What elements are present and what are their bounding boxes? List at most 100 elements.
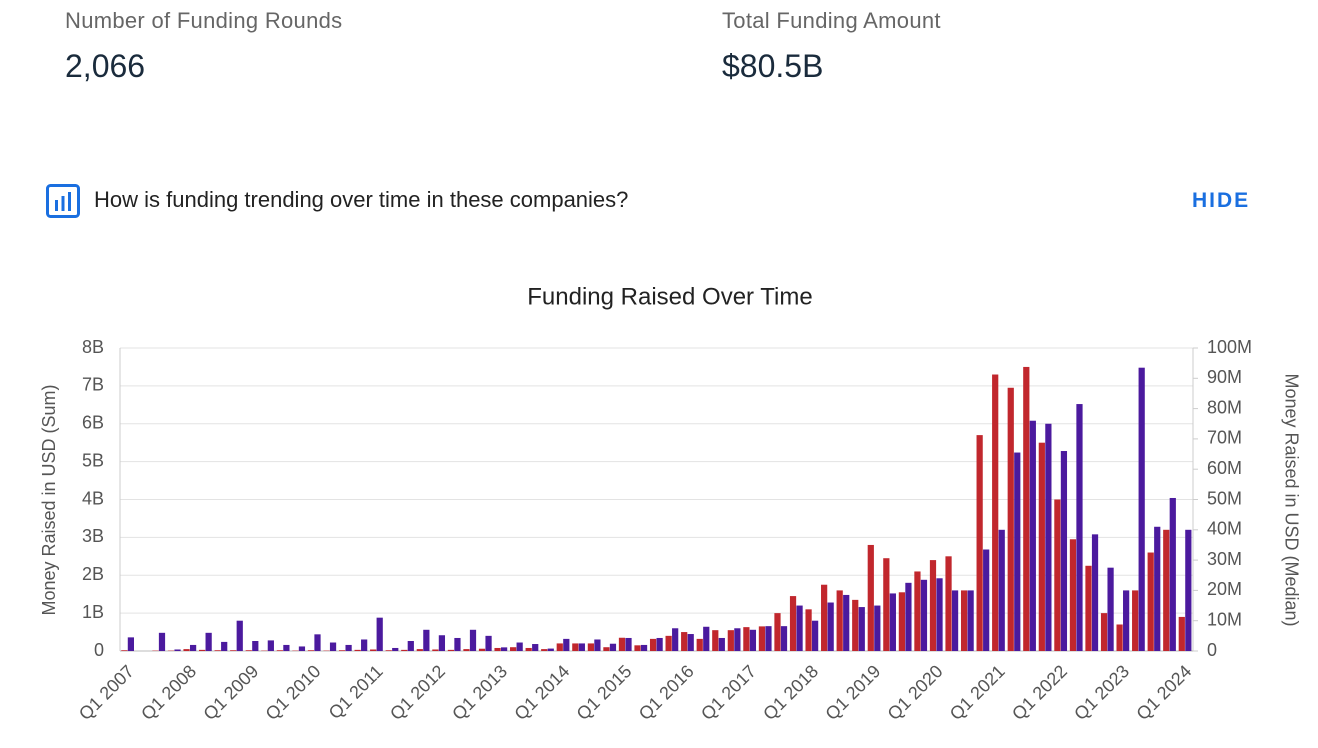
stat-label: Total Funding Amount — [722, 8, 941, 33]
x-tick-label: Q1 2012 — [386, 661, 449, 724]
bar — [1107, 567, 1114, 651]
bar — [1007, 387, 1014, 651]
bar — [920, 579, 928, 651]
bar — [214, 650, 221, 651]
bar — [1045, 423, 1052, 651]
bar — [618, 637, 626, 651]
x-tick-label: Q1 2008 — [137, 661, 200, 724]
bar — [805, 609, 812, 651]
x-tick-label: Q1 2018 — [759, 661, 822, 724]
hide-button[interactable]: HIDE — [1192, 189, 1251, 212]
bar — [329, 642, 337, 651]
bar — [905, 582, 912, 651]
bar — [267, 640, 274, 651]
bar — [1054, 499, 1061, 651]
bar — [447, 649, 455, 651]
bar — [587, 643, 594, 651]
bar — [780, 626, 788, 651]
y2-tick-label: 10M — [1207, 609, 1242, 629]
bar — [1014, 452, 1021, 651]
x-tick-label: Q1 2020 — [884, 661, 947, 724]
bar — [432, 649, 439, 651]
bar — [1029, 420, 1036, 651]
bar — [696, 638, 703, 651]
bar — [314, 634, 321, 651]
bar — [127, 637, 134, 651]
bar — [1163, 529, 1170, 651]
bar — [874, 605, 881, 651]
bar — [1023, 366, 1030, 651]
bar — [858, 607, 865, 651]
bar — [681, 632, 688, 651]
bar — [827, 602, 834, 651]
bar — [758, 626, 766, 651]
y-tick-label: 1B — [82, 602, 104, 622]
bar — [718, 637, 725, 651]
y2-axis-label: Money Raised in USD (Median) — [1281, 373, 1301, 626]
bar — [992, 374, 999, 651]
y2-tick-label: 90M — [1207, 367, 1242, 387]
bar — [345, 644, 352, 651]
bar — [960, 590, 968, 651]
bar — [976, 435, 983, 651]
bar — [283, 644, 290, 651]
stat-amount: Total Funding Amount $80.5B — [722, 8, 941, 85]
bar — [1123, 590, 1130, 651]
y-tick-label: 8B — [82, 337, 104, 357]
bar — [649, 638, 657, 651]
x-tick-label: Q1 2023 — [1070, 661, 1133, 724]
y2-tick-label: 60M — [1207, 458, 1242, 478]
y2-tick-label: 20M — [1207, 579, 1242, 599]
bar — [392, 647, 399, 651]
x-tick-label: Q1 2019 — [821, 661, 884, 724]
x-tick-label: Q1 2021 — [946, 661, 1009, 724]
chart-icon — [46, 184, 80, 218]
bar — [843, 594, 850, 651]
bar — [338, 650, 346, 651]
bar — [983, 549, 990, 651]
y-tick-label: 5B — [82, 450, 104, 470]
bar — [572, 643, 579, 651]
bar — [221, 641, 228, 651]
bar — [852, 599, 859, 651]
bar — [547, 648, 554, 651]
bar — [307, 650, 315, 651]
bar — [189, 644, 197, 651]
bar — [1132, 590, 1139, 651]
x-tick-label: Q1 2011 — [325, 661, 387, 723]
bar — [609, 643, 617, 651]
bar — [1038, 442, 1045, 651]
bar — [361, 639, 368, 651]
bar — [1147, 552, 1154, 651]
stat-rounds: Number of Funding Rounds 2,066 — [65, 8, 342, 85]
question: How is funding trending over time in the… — [94, 187, 629, 212]
bar — [563, 638, 570, 651]
bar — [625, 637, 632, 651]
bar — [469, 629, 477, 651]
bar — [672, 628, 679, 651]
bar — [423, 629, 430, 651]
bar — [836, 590, 843, 651]
bar — [594, 639, 601, 651]
bar — [1178, 616, 1185, 651]
bar — [416, 649, 423, 651]
bar — [914, 571, 921, 651]
bar — [812, 620, 819, 651]
bar — [370, 649, 377, 651]
y-tick-label: 6B — [82, 413, 104, 433]
bar — [198, 649, 206, 651]
bar — [525, 647, 532, 651]
y2-tick-label: 70M — [1207, 428, 1242, 448]
x-tick-label: Q1 2007 — [75, 661, 138, 724]
bar — [158, 632, 166, 651]
x-tick-label: Q1 2016 — [635, 661, 698, 724]
x-tick-label: Q1 2010 — [262, 661, 325, 724]
bar — [407, 641, 414, 651]
bar — [1185, 529, 1192, 651]
bar — [1076, 404, 1083, 651]
bar — [276, 650, 283, 651]
bar — [438, 635, 446, 651]
stat-label: Number of Funding Rounds — [65, 8, 343, 33]
